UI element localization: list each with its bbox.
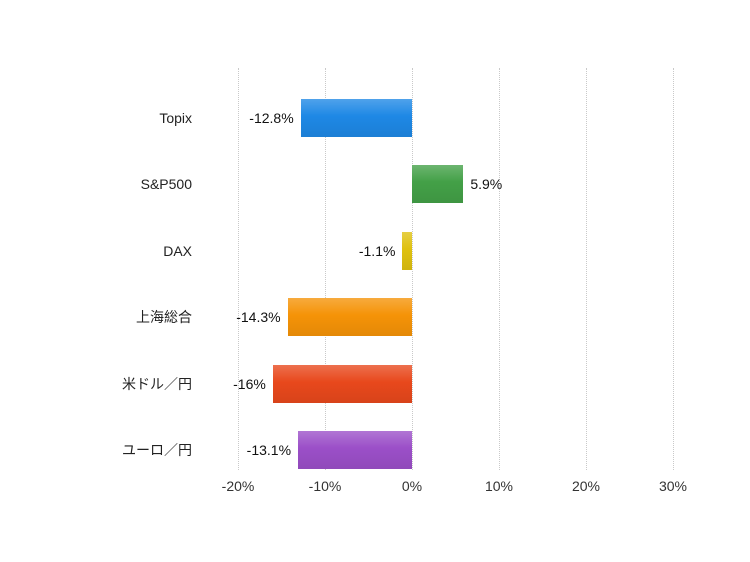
value-label: -12.8% [249,110,294,126]
x-tick-label: 30% [658,478,688,494]
x-tick-label: 0% [401,478,423,494]
value-label: -14.3% [236,309,281,326]
x-tick-label: 20% [571,478,601,494]
bar [287,298,412,337]
gridline [238,68,239,470]
bar [412,165,464,204]
category-label: ユーロ／円 [122,442,192,458]
bar [300,99,412,137]
value-label: -1.1% [358,242,396,259]
value-label: 5.9% [470,176,503,193]
gridline [673,68,674,470]
category-label: 上海総合 [136,309,192,326]
x-tick-label: -10% [308,478,342,494]
gridline [325,68,326,470]
value-label: -13.1% [246,442,292,458]
bar [272,364,412,403]
gridline [499,68,500,470]
category-label: Topix [159,110,192,126]
category-label: 米ドル／円 [122,375,192,392]
gridline [412,68,413,470]
bar [402,231,412,270]
category-label: S&P500 [140,176,192,193]
x-tick-label: -20% [221,478,255,494]
bar [298,431,412,469]
value-label: -16% [233,375,266,392]
x-tick-label: 10% [484,478,514,494]
gridline [586,68,587,470]
category-label: DAX [163,242,192,259]
